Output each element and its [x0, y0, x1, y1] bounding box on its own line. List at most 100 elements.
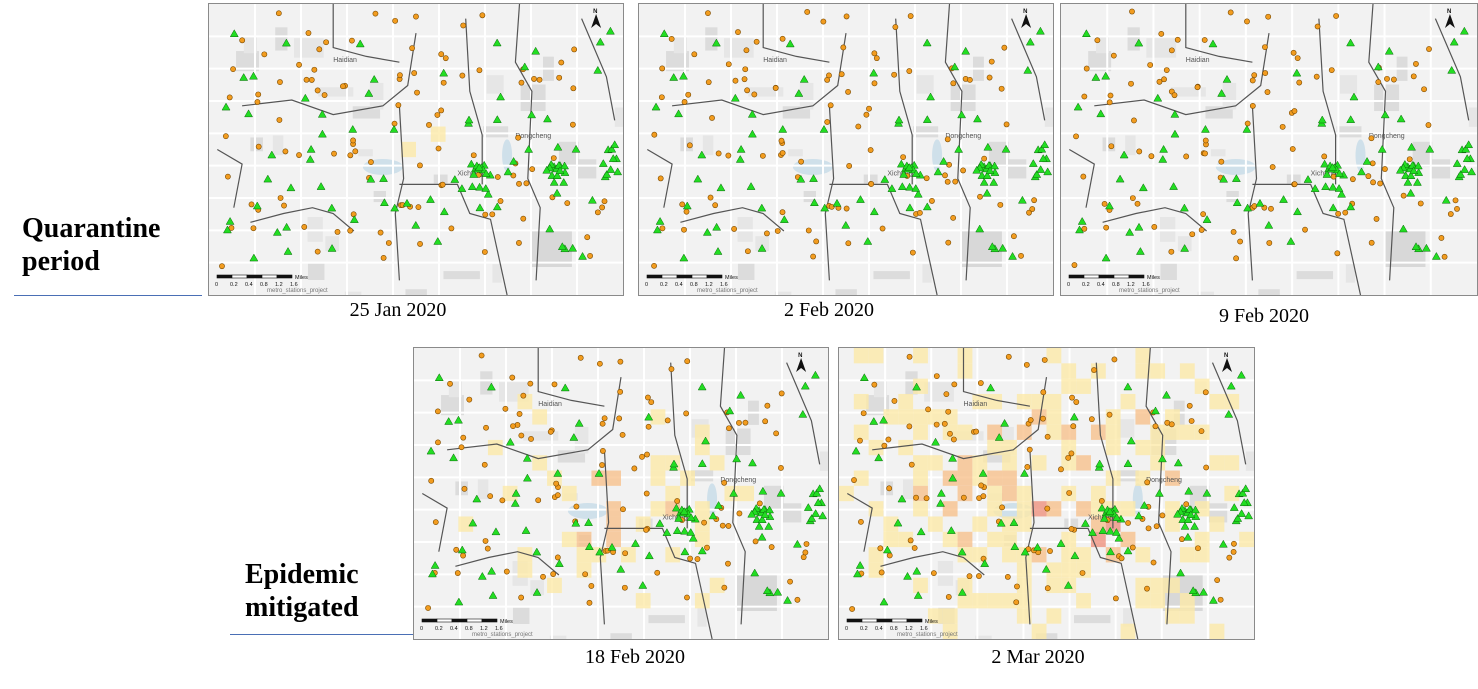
- heat-cell: [1016, 562, 1032, 578]
- station-marker: [1114, 533, 1124, 542]
- station-marker: [644, 551, 654, 560]
- station-marker: [859, 373, 869, 382]
- poi-marker: [950, 80, 957, 87]
- station-marker: [1186, 510, 1196, 519]
- poi-marker: [1218, 158, 1225, 165]
- station-marker: [1243, 203, 1253, 212]
- city-block: [520, 84, 546, 112]
- station-marker: [1328, 182, 1338, 191]
- station-marker: [317, 129, 327, 138]
- svg-text:N: N: [1224, 353, 1228, 359]
- station-marker: [730, 93, 740, 102]
- basemap: Haidian Dongcheng Xicheng N Miles 0 0.2 0.4 0.8 1…: [414, 348, 828, 639]
- city-block: [737, 263, 755, 281]
- station-marker: [1224, 409, 1234, 418]
- poi-marker: [735, 29, 741, 35]
- boundary-line: [786, 362, 821, 465]
- lake: [502, 139, 513, 172]
- boundary-line: [672, 33, 847, 116]
- station-marker: [1033, 542, 1042, 551]
- station-marker: [926, 92, 935, 101]
- station-marker: [735, 154, 745, 163]
- poi-marker: [1168, 248, 1175, 255]
- heat-cell: [1165, 424, 1180, 440]
- poi-marker: [1279, 123, 1286, 130]
- poi-marker: [516, 411, 523, 417]
- boundary-line: [1145, 348, 1172, 625]
- station-marker: [532, 587, 542, 596]
- poi-marker: [277, 195, 284, 201]
- poi-marker: [813, 238, 820, 245]
- poi-marker: [1144, 585, 1150, 592]
- station-marker: [813, 498, 823, 506]
- heat-cell: [1120, 393, 1136, 410]
- svg-text:N: N: [593, 9, 597, 15]
- layer-name-label: metro_stations_project: [1119, 288, 1180, 294]
- station-marker: [701, 436, 710, 445]
- poi-marker: [709, 115, 715, 121]
- poi-marker: [439, 181, 446, 188]
- station-marker: [272, 227, 282, 236]
- poi-marker: [923, 175, 930, 182]
- boundary-line: [829, 183, 938, 295]
- station-marker: [986, 383, 996, 392]
- city-block: [1160, 263, 1177, 281]
- heat-cell: [913, 470, 928, 486]
- station-marker: [481, 184, 491, 192]
- heat-cell: [1135, 593, 1151, 609]
- heat-cell: [1046, 501, 1062, 517]
- station-marker: [729, 488, 739, 497]
- heat-cell: [1165, 470, 1180, 486]
- poi-marker: [347, 152, 354, 159]
- city-block: [723, 38, 754, 58]
- poi-marker: [1041, 357, 1048, 363]
- poi-marker: [942, 172, 948, 179]
- poi-marker: [947, 430, 953, 437]
- poi-marker: [1417, 200, 1424, 207]
- poi-marker: [1168, 47, 1175, 54]
- heat-cell: [694, 501, 710, 517]
- poi-marker: [1159, 512, 1166, 519]
- poi-marker: [397, 72, 403, 79]
- scale-bar: Miles 0 0.2 0.4 0.8 1.2 1.6: [420, 618, 513, 632]
- station-marker: [1217, 89, 1227, 97]
- heat-cell: [430, 126, 446, 142]
- poi-marker: [945, 239, 952, 246]
- poi-marker: [827, 102, 834, 109]
- station-marker: [532, 547, 542, 556]
- poi-marker: [529, 166, 536, 173]
- poi-marker: [950, 436, 957, 443]
- boundary-line: [944, 4, 971, 281]
- boundary-line: [646, 148, 673, 208]
- poi-marker: [1231, 540, 1237, 547]
- poi-marker: [707, 194, 714, 201]
- poi-marker: [645, 394, 651, 401]
- heat-cell: [591, 470, 607, 486]
- poi-marker: [943, 391, 950, 398]
- station-marker: [693, 174, 703, 183]
- station-marker: [283, 247, 293, 255]
- station-marker: [411, 220, 421, 229]
- station-marker: [899, 170, 909, 178]
- heat-cell: [1090, 424, 1106, 440]
- city-block: [799, 82, 814, 110]
- station-marker: [815, 484, 825, 493]
- city-block: [1412, 141, 1433, 168]
- poi-marker: [417, 162, 423, 169]
- station-marker: [811, 509, 821, 517]
- station-marker: [574, 418, 584, 427]
- city-block: [1339, 75, 1358, 94]
- station-marker: [1040, 140, 1050, 149]
- station-marker: [554, 559, 564, 567]
- station-marker: [557, 242, 567, 251]
- poi-marker: [951, 381, 958, 388]
- poi-marker: [1001, 44, 1008, 51]
- poi-marker: [520, 215, 527, 222]
- poi-marker: [1202, 137, 1209, 144]
- station-marker: [543, 114, 552, 123]
- poi-marker: [973, 428, 980, 435]
- heat-cell: [913, 424, 928, 440]
- poi-marker: [674, 498, 681, 504]
- station-marker: [757, 243, 767, 252]
- poi-marker: [448, 225, 455, 232]
